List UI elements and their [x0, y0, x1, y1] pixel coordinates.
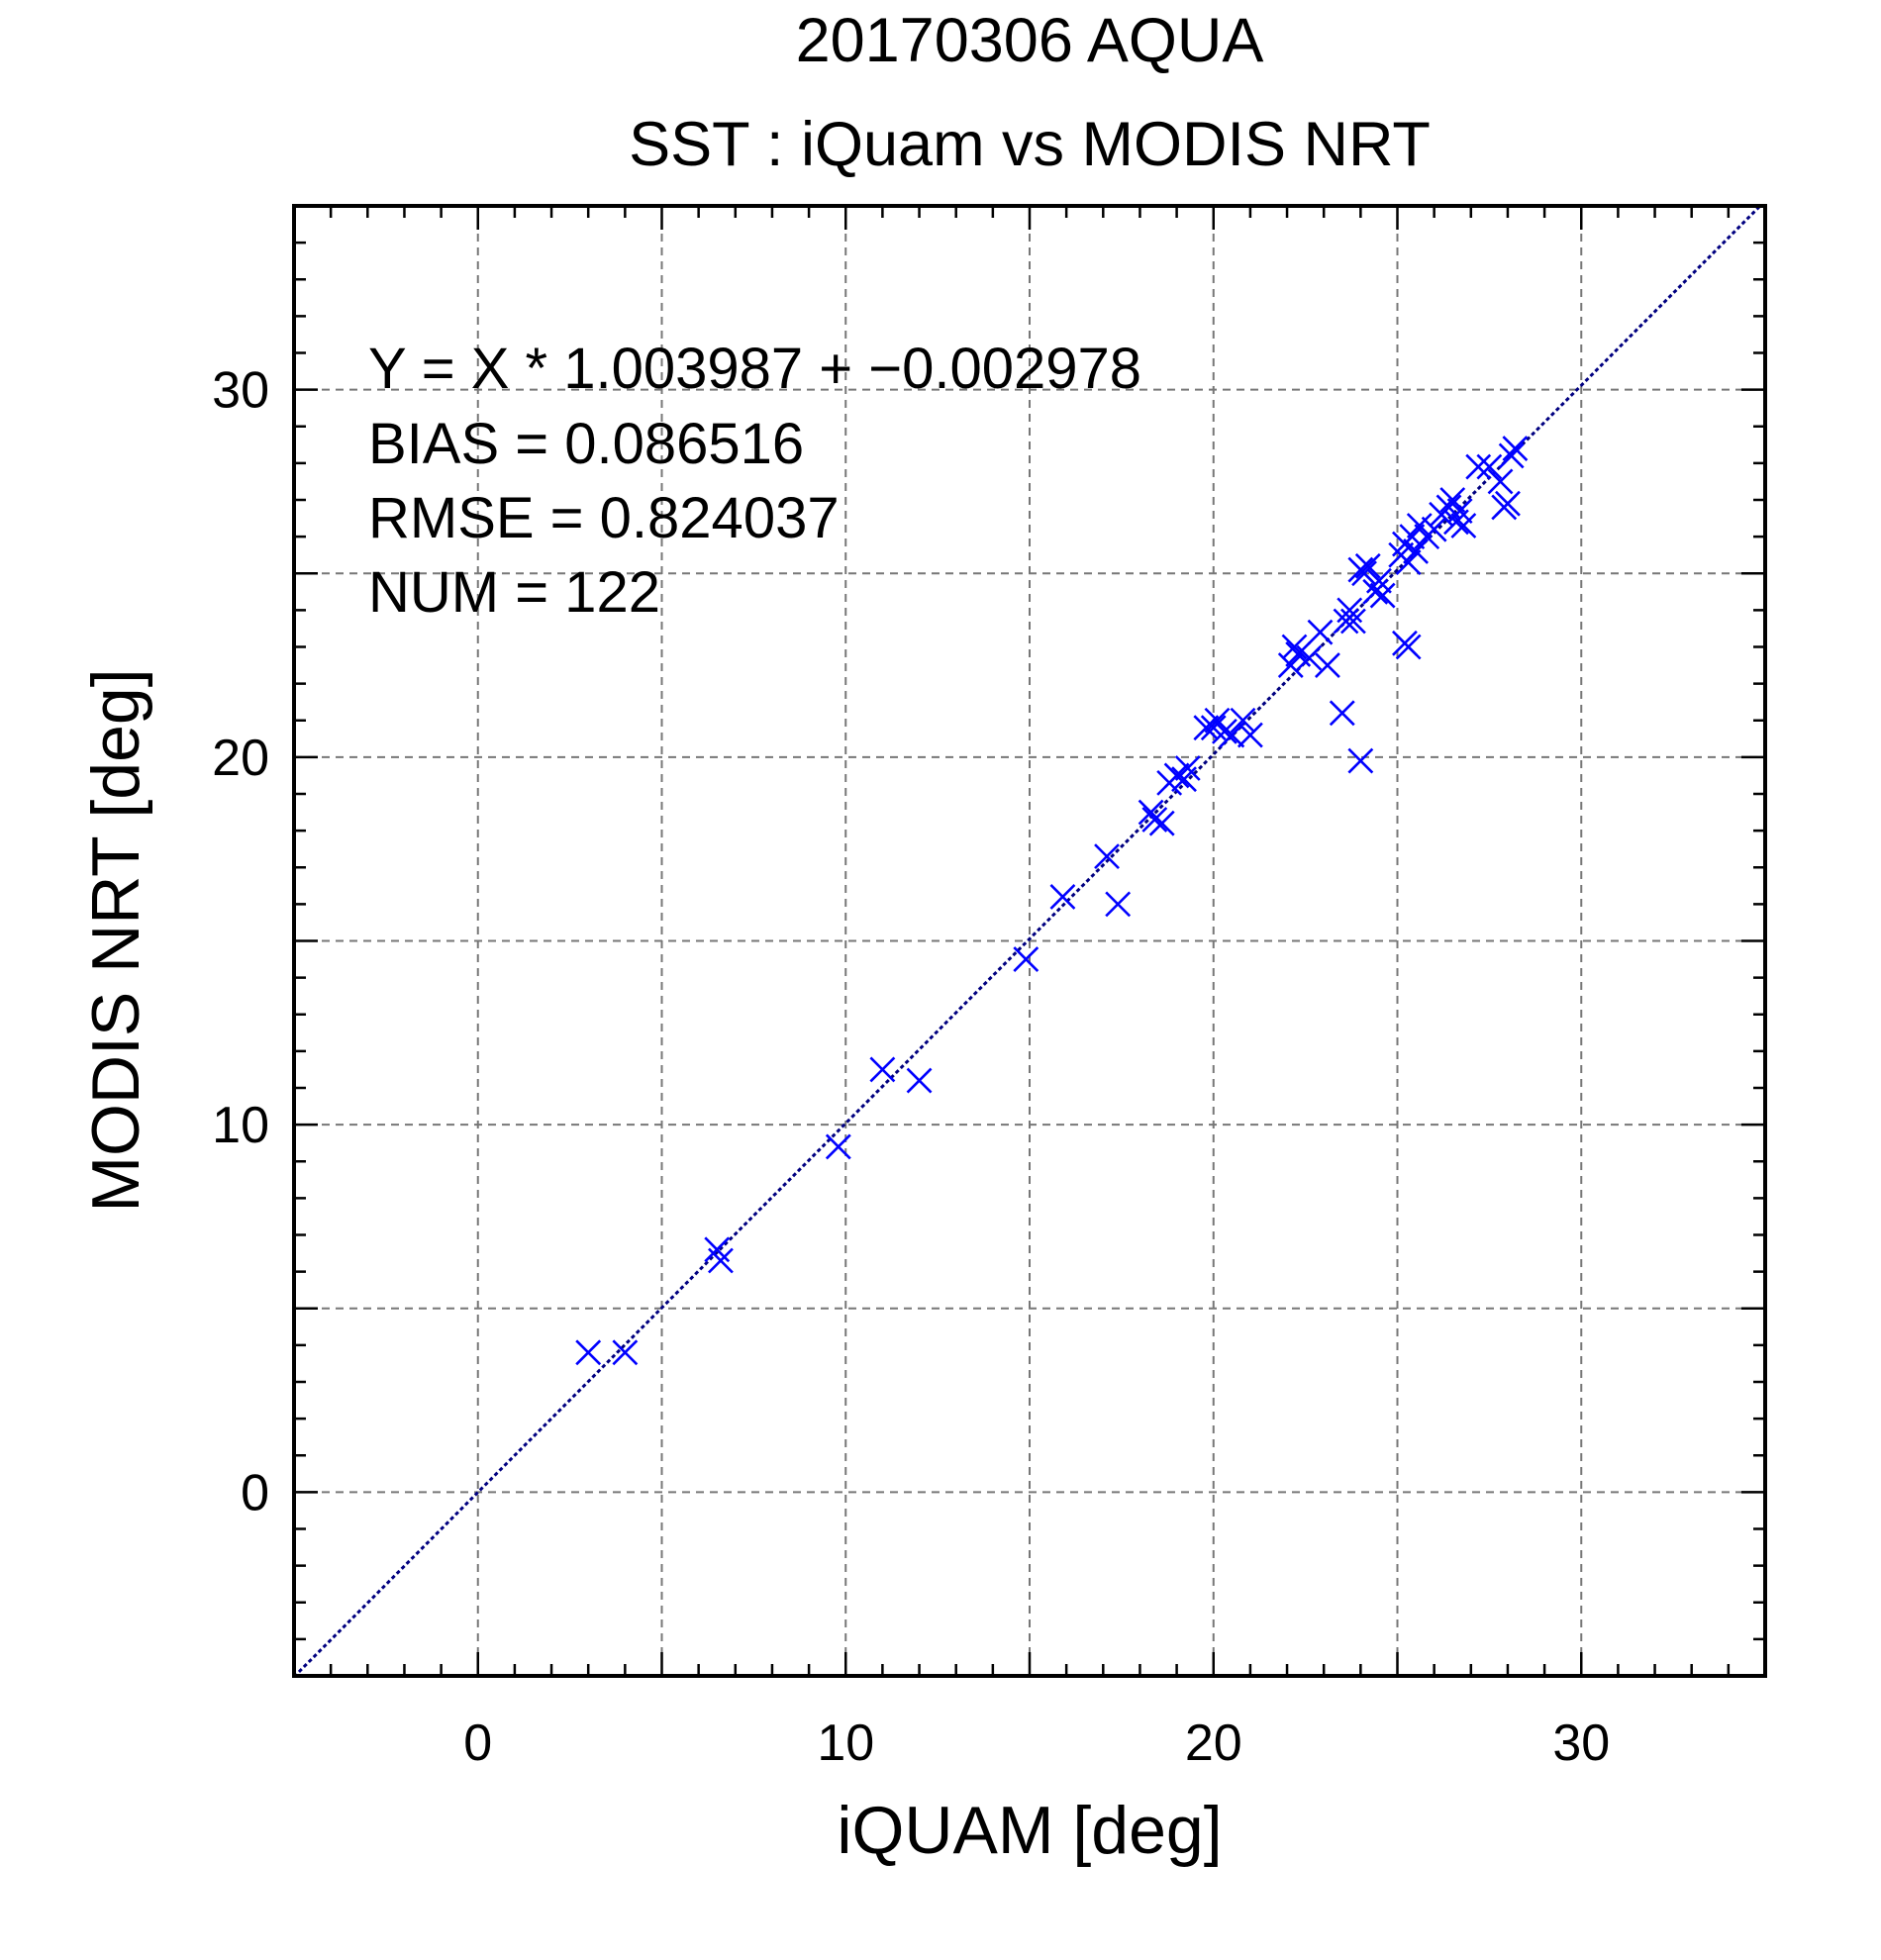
x-tick-label: 10 — [817, 1715, 874, 1772]
x-tick-label: 30 — [1552, 1715, 1610, 1772]
data-point — [1307, 619, 1334, 645]
data-point — [825, 1133, 851, 1160]
data-point — [1141, 807, 1168, 833]
data-point — [1446, 498, 1473, 525]
data-points — [575, 436, 1529, 1366]
data-point — [1049, 884, 1076, 910]
x-tick-label: 0 — [463, 1715, 492, 1772]
chart-title: 20170306 AQUA — [796, 6, 1264, 75]
y-tick-label: 10 — [212, 1097, 269, 1154]
data-point — [1421, 516, 1447, 542]
fit-equation: Y = X * 1.003987 + −0.002978 — [368, 337, 1141, 401]
plot-frame — [292, 204, 1767, 1678]
data-point — [1314, 652, 1340, 678]
x-tick-label: 20 — [1185, 1715, 1242, 1772]
data-point — [1487, 468, 1514, 495]
y-tick-label: 0 — [241, 1464, 269, 1521]
y-tick-label: 30 — [212, 362, 269, 420]
tick-labels: 0 10 20 30 0 10 20 30 — [212, 362, 1610, 1772]
data-point — [1230, 707, 1256, 734]
data-point — [1296, 644, 1323, 671]
data-point — [1406, 513, 1433, 539]
x-axis-label: iQUAM [deg] — [837, 1793, 1222, 1868]
data-point — [1105, 891, 1132, 918]
data-point — [1340, 608, 1366, 635]
data-point — [906, 1067, 933, 1094]
num-stat: NUM = 122 — [368, 560, 660, 625]
data-point — [1354, 552, 1381, 579]
data-point — [1211, 718, 1238, 744]
data-point — [612, 1339, 639, 1366]
data-point — [1174, 755, 1201, 781]
data-point — [1476, 453, 1503, 480]
data-point — [1495, 490, 1521, 517]
y-axis-label: MODIS NRT [deg] — [78, 668, 153, 1212]
data-point — [1450, 513, 1477, 539]
data-point — [1148, 810, 1175, 836]
data-point — [1369, 582, 1396, 609]
data-point — [1351, 560, 1377, 587]
data-point — [575, 1339, 602, 1366]
data-point — [1013, 946, 1040, 972]
data-point — [1403, 539, 1429, 564]
data-point — [1498, 442, 1525, 469]
data-point — [708, 1247, 734, 1274]
data-point — [1281, 634, 1308, 660]
data-point — [1395, 634, 1422, 660]
data-point — [1465, 453, 1492, 480]
data-point — [1094, 843, 1120, 870]
bias-stat: BIAS = 0.086516 — [368, 412, 804, 476]
data-point — [1237, 722, 1263, 748]
data-point — [1502, 436, 1529, 461]
data-point — [1163, 762, 1190, 789]
data-point — [1347, 747, 1374, 774]
rmse-stat: RMSE = 0.824037 — [368, 486, 840, 550]
data-point — [1329, 700, 1355, 727]
y-tick-label: 20 — [212, 730, 269, 787]
data-point — [869, 1056, 896, 1083]
chart-subtitle: SST : iQuam vs MODIS NRT — [629, 110, 1431, 179]
data-point — [1439, 487, 1466, 513]
data-point — [1395, 549, 1422, 576]
data-point — [1219, 722, 1245, 748]
data-point — [1366, 567, 1392, 594]
